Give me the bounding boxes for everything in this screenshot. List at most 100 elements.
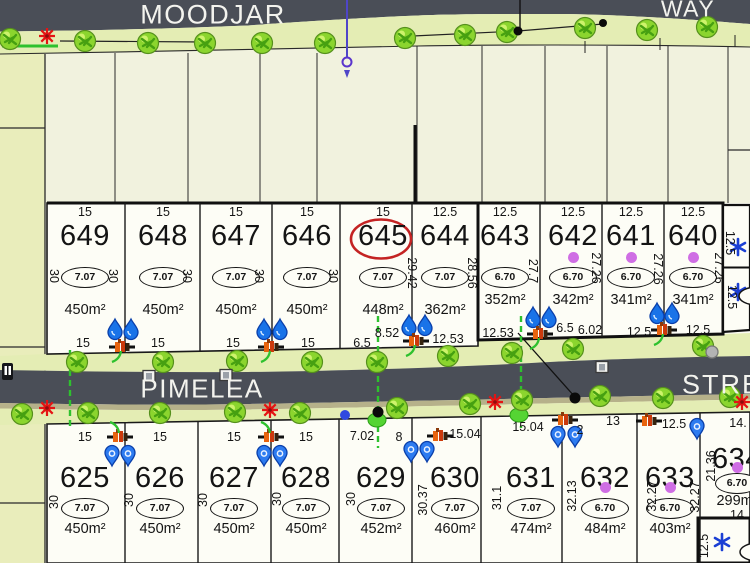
lot-number: 649 (60, 220, 110, 252)
lot-number: 643 (480, 220, 530, 252)
utility-pad-icon (595, 360, 609, 374)
lot-area: 450m² (64, 521, 106, 537)
frontage-dim: 13 (606, 414, 620, 428)
lot-area: 342m² (552, 292, 594, 308)
lot-number: 629 (356, 462, 406, 494)
frontage-dim: 15 (78, 430, 92, 444)
tree-icon (453, 23, 477, 47)
width-dim-oval: 6.70 (581, 498, 629, 519)
lot-number: 630 (430, 462, 480, 494)
lot-area: 450m² (139, 521, 181, 537)
lot-area: 484m² (584, 521, 626, 537)
tree-icon (458, 392, 482, 416)
red-highlight-ellipse (349, 218, 413, 260)
tree-icon (635, 18, 659, 42)
lot-645-highlighted: 15 645 7.07 448m² (351, 203, 415, 363)
street-name-pimelea: PIMELEA (140, 373, 264, 404)
tree-icon (193, 31, 217, 55)
lot-632: 632 6.70 484m² (573, 424, 637, 563)
lot-area: 299m² (716, 493, 750, 509)
width-dim-oval: 7.07 (212, 267, 260, 288)
lot-646: 15 646 7.07 450m² (275, 203, 339, 363)
width-dim-oval: 6.70 (549, 267, 597, 288)
road-pimelea (0, 356, 750, 405)
width-dim-oval: 6.70 (715, 473, 750, 494)
frontage-dim: 15 (299, 430, 313, 444)
lot-649: 15 649 7.07 450m² (53, 203, 117, 363)
depth-dim: 12.5 (723, 230, 737, 256)
lot-631: 631 7.07 474m² (499, 424, 563, 563)
lot-647: 15 647 7.07 450m² (204, 203, 268, 363)
lot-number: 631 (506, 462, 556, 494)
tree-icon (0, 27, 22, 51)
lot-648: 15 648 7.07 450m² (131, 203, 195, 363)
upper-parcel-area (45, 44, 750, 203)
depth-dim: 21.36 (704, 450, 718, 482)
adjacent-parcel-lines (0, 54, 750, 563)
flow-arrow-icon (344, 70, 350, 78)
lot-640: 12.5 640 6.70 341m² (661, 203, 725, 363)
lot-number: 646 (282, 220, 332, 252)
power-pole-icon (372, 406, 384, 418)
lot-number: 627 (209, 462, 259, 494)
streetlight-icon (567, 252, 579, 263)
dim-label: 15 (301, 336, 315, 350)
width-dim: 7.07 (520, 502, 542, 514)
lot-641: 12.5 641 6.70 341m² (599, 203, 663, 363)
frontage-dim: 15 (153, 430, 167, 444)
width-dim-oval: 6.70 (646, 498, 694, 519)
lot-number: 641 (606, 220, 656, 252)
depth-dim: 30 (47, 269, 61, 283)
width-dim-oval (739, 543, 750, 561)
lot-area: 460m² (434, 521, 476, 537)
lot-627: 15 627 7.07 450m² (202, 424, 266, 563)
dim-label: 12.53 (432, 332, 464, 346)
depth-dim: 14 (730, 508, 744, 522)
frontage-dim: 15 (229, 205, 243, 219)
dim-label: 12.53 (482, 326, 514, 340)
street-name-way: WAY (660, 0, 716, 22)
depth-dim: 29.42 (405, 257, 419, 289)
width-dim: 7.07 (225, 271, 247, 283)
lot-number: 626 (135, 462, 185, 494)
kerb-strip (0, 394, 750, 411)
depth-dim: 27.26 (712, 252, 726, 284)
width-dim-oval: 7.07 (421, 267, 469, 288)
dim-label: 6.02 (577, 323, 603, 337)
lot-area: 448m² (362, 302, 404, 318)
depth-dim: 30 (106, 269, 120, 283)
tree-icon (250, 31, 274, 55)
dim-label: 6.5 (353, 336, 371, 350)
depth-dim: 30 (196, 493, 210, 507)
width-dim-oval: 7.07 (507, 498, 555, 519)
depth-dim: 30 (47, 495, 61, 509)
tree-icon (136, 31, 160, 55)
valve-icon (341, 56, 353, 68)
lot-number: 625 (60, 462, 110, 494)
leader-line (517, 332, 576, 398)
depth-dim: 30.37 (416, 484, 430, 516)
adjacent-parcel-strip (0, 44, 45, 563)
depth-dim: 32.13 (565, 480, 579, 512)
lot-625: 15 625 7.07 450m² (53, 424, 117, 563)
width-dim-oval: 7.07 (282, 498, 330, 519)
lot-area: 450m² (213, 521, 255, 537)
tree-icon (588, 384, 612, 408)
power-pole-icon (513, 26, 523, 36)
depth-dim: 12.5 (725, 284, 739, 310)
lot-area: 403m² (649, 521, 691, 537)
verge-moodjar (0, 14, 750, 54)
frontage-dim: 15 (300, 205, 314, 219)
streetlight-icon (731, 462, 743, 473)
frontage-dim: 12.5 (618, 205, 644, 219)
width-dim: 7.07 (370, 502, 392, 514)
lot-area: 450m² (215, 302, 257, 318)
width-dim: 7.07 (149, 502, 171, 514)
lot-area: 450m² (142, 302, 184, 318)
street-name-street: STRE (682, 369, 750, 400)
lot-633: 633 6.70 403m² (638, 424, 702, 563)
width-dim: 6.70 (562, 271, 584, 283)
depth-dim: 32.27 (688, 481, 702, 513)
lot-lines-bottom (124, 412, 701, 563)
lot-number: 645 (358, 220, 408, 252)
